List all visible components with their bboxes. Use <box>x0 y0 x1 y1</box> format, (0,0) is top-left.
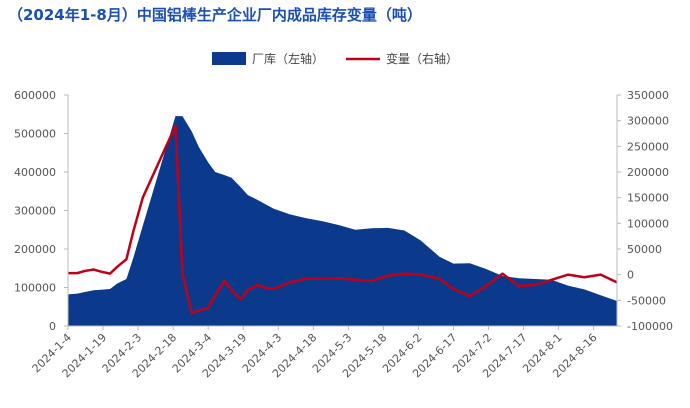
y-left-tick-label: 200000 <box>14 243 56 256</box>
y-right-tick-label: 350000 <box>627 89 669 102</box>
line-series-change <box>68 124 618 315</box>
y-left-tick-label: 0 <box>49 320 56 333</box>
y-right-tick-label: 300000 <box>627 115 669 128</box>
line-series-layer <box>68 124 618 315</box>
y-right-tick-label: 50000 <box>627 243 662 256</box>
legend-area-swatch <box>212 52 246 65</box>
y-right-tick-label: -50000 <box>627 294 666 307</box>
y-right-tick-label: 250000 <box>627 140 669 153</box>
y-right-tick-label: -100000 <box>627 320 673 333</box>
y-right-tick-label: 0 <box>627 269 634 282</box>
y-right-tick-label: 100000 <box>627 217 669 230</box>
y-left-tick-label: 100000 <box>14 282 56 295</box>
y-left-tick-label: 600000 <box>14 89 56 102</box>
legend: 厂库（左轴） 变量（右轴） <box>212 51 458 66</box>
y-left-tick-label: 500000 <box>14 128 56 141</box>
legend-area-label: 厂库（左轴） <box>252 51 324 66</box>
y-left-tick-label: 300000 <box>14 205 56 218</box>
y-right-tick-label: 150000 <box>627 192 669 205</box>
y-left-tick-label: 400000 <box>14 166 56 179</box>
area-series-layer <box>68 116 617 326</box>
chart-title: （2024年1-8月）中国铝棒生产企业厂内成品库存变量（吨） <box>8 6 422 24</box>
y-right-tick-label: 200000 <box>627 166 669 179</box>
area-series-inventory <box>68 116 617 326</box>
legend-line-label: 变量（右轴） <box>386 51 458 66</box>
